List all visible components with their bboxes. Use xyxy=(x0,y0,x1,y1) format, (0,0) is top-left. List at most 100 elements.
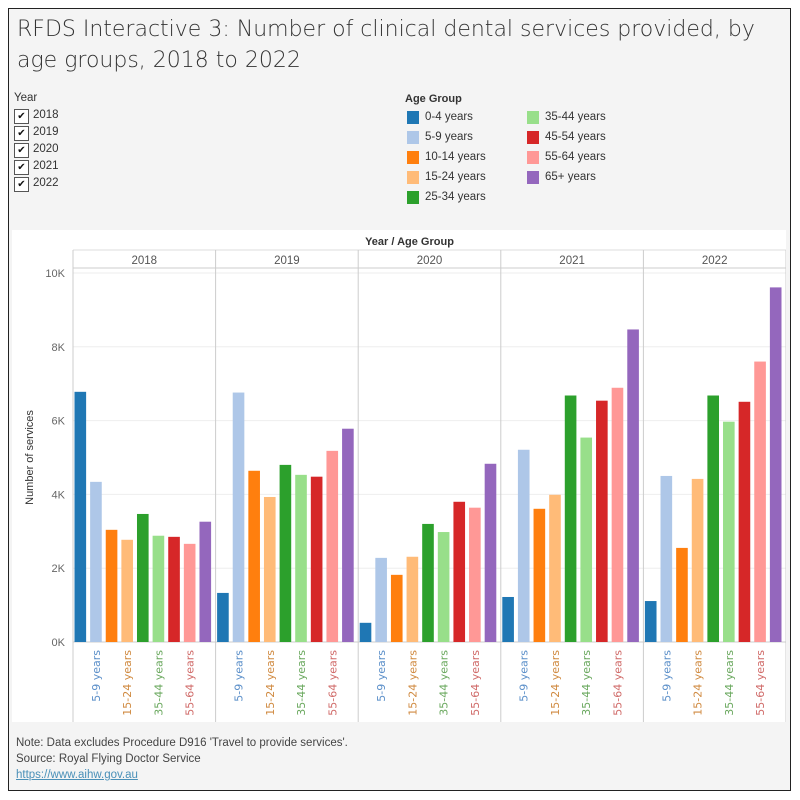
year-label: 2020 xyxy=(33,143,59,155)
x-tick-label: 15-24 years xyxy=(406,650,419,716)
year-checkbox-2022[interactable]: ✔ xyxy=(14,177,29,192)
year-checkbox-2020[interactable]: ✔ xyxy=(14,143,29,158)
x-tick-label: 35-44 years xyxy=(580,650,593,716)
bar-2020-10-14-years xyxy=(390,574,403,642)
x-tick-label: 55-64 years xyxy=(469,650,482,716)
bar-2019-45-54-years xyxy=(310,476,323,642)
bar-2021-55-64-years xyxy=(611,387,624,642)
year-checkbox-2021[interactable]: ✔ xyxy=(14,160,29,175)
x-tick-label: 15-24 years xyxy=(692,650,705,716)
bar-2020-15-24-years xyxy=(406,556,419,642)
chart-panel: Year / Age Group 0K 2K 4K 6K 8K 10K Number of s… xyxy=(12,230,786,722)
legend-swatch[interactable] xyxy=(407,131,419,144)
year-label: 2018 xyxy=(33,109,59,121)
y-tick-label: 2K xyxy=(52,563,66,575)
legend-item-label: 15-24 years xyxy=(425,171,486,183)
legend-swatch[interactable] xyxy=(527,171,539,184)
legend-item-label: 10-14 years xyxy=(425,151,486,163)
bar-2021-5-9-years xyxy=(517,449,530,642)
checkmark-icon: ✔ xyxy=(17,111,26,122)
x-tick-label: 35-44 years xyxy=(152,650,165,716)
year-label: 2021 xyxy=(33,160,59,172)
legend-item-label: 65+ years xyxy=(545,171,596,183)
year-label: 2019 xyxy=(33,126,59,138)
y-tick-label: 0K xyxy=(52,637,66,649)
bar-2021-0-4-years xyxy=(502,596,514,642)
year-filter-title: Year xyxy=(14,92,38,104)
bar-2020-45-54-years xyxy=(453,501,466,642)
bar-2018-55-64-years xyxy=(183,543,196,642)
bar-2018-0-4-years xyxy=(74,391,87,642)
chart-header: Year / Age Group xyxy=(365,236,454,248)
legend-swatch[interactable] xyxy=(527,151,539,164)
bar-2021-10-14-years xyxy=(533,508,546,642)
bar-2019-0-4-years xyxy=(217,592,229,642)
bar-2022-25-34-years xyxy=(707,395,720,642)
legend-item-label: 25-34 years xyxy=(425,191,486,203)
x-tick-label: 55-64 years xyxy=(611,650,624,716)
year-checkbox-2019[interactable]: ✔ xyxy=(14,126,29,141)
checkmark-icon: ✔ xyxy=(17,128,26,139)
y-tick-label: 6K xyxy=(52,416,66,428)
pane-header-2022: 2022 xyxy=(702,255,728,267)
x-tick-label: 35-44 years xyxy=(723,650,736,716)
legend-item-label: 45-54 years xyxy=(545,131,606,143)
bar-chart: Year / Age Group 0K 2K 4K 6K 8K 10K Number of s… xyxy=(24,236,786,722)
checkmark-icon: ✔ xyxy=(17,145,26,156)
bar-2022-5-9-years xyxy=(660,475,673,642)
legend-item-label: 55-64 years xyxy=(545,151,606,163)
pane-header-2019: 2019 xyxy=(274,255,300,267)
pane-header-2021: 2021 xyxy=(559,255,585,267)
bar-2022-15-24-years xyxy=(691,478,704,642)
bar-2021-45-54-years xyxy=(596,400,608,642)
bar-2020-55-64-years xyxy=(469,507,481,642)
legend-swatch[interactable] xyxy=(407,171,419,184)
bar-2022-35-44-years xyxy=(723,421,735,642)
bar-2019-35-44-years xyxy=(295,474,307,642)
x-tick-label: 5-9 years xyxy=(375,650,388,702)
year-checkbox-2018[interactable]: ✔ xyxy=(14,109,29,124)
legend-swatch[interactable] xyxy=(407,151,419,164)
bar-2019-10-14-years xyxy=(248,470,260,642)
bar-2019-65-years xyxy=(342,428,354,642)
x-tick-label: 35-44 years xyxy=(295,650,308,716)
bar-2021-15-24-years xyxy=(549,494,561,642)
bar-2019-5-9-years xyxy=(232,392,245,642)
y-tick-label: 10K xyxy=(45,268,65,280)
bar-2018-35-44-years xyxy=(152,535,165,642)
legend-swatch[interactable] xyxy=(407,111,419,124)
x-tick-label: 15-24 years xyxy=(549,650,562,716)
legend-swatch[interactable] xyxy=(407,191,419,204)
x-tick-label: 55-64 years xyxy=(184,650,197,716)
legend-swatch[interactable] xyxy=(527,111,539,124)
footer-note: Note: Data excludes Procedure D916 'Trav… xyxy=(16,737,348,749)
x-tick-label: 5-9 years xyxy=(518,650,531,702)
bar-2022-65-years xyxy=(769,287,782,642)
x-tick-label: 55-64 years xyxy=(326,650,339,716)
bar-2020-5-9-years xyxy=(375,557,387,642)
bar-2022-0-4-years xyxy=(644,601,657,642)
bar-2018-5-9-years xyxy=(90,481,102,642)
pane-header-2020: 2020 xyxy=(417,255,443,267)
bar-2018-10-14-years xyxy=(105,529,118,642)
legend-item-label: 5-9 years xyxy=(425,131,473,143)
bar-2021-65-years xyxy=(627,329,639,642)
y-tick-label: 4K xyxy=(52,489,66,501)
year-label: 2022 xyxy=(33,177,59,189)
bar-2020-25-34-years xyxy=(422,523,434,642)
y-tick-label: 8K xyxy=(52,342,66,354)
bar-2020-65-years xyxy=(484,463,497,642)
chart-title: RFDS Interactive 3: Number of clinical d… xyxy=(17,17,755,73)
bar-2018-25-34-years xyxy=(136,513,149,642)
y-axis-title: Number of services xyxy=(24,410,36,505)
legend-swatch[interactable] xyxy=(527,131,539,144)
legend-title: Age Group xyxy=(405,93,462,105)
bar-2021-25-34-years xyxy=(564,395,577,642)
x-tick-label: 35-44 years xyxy=(438,650,451,716)
x-tick-label: 5-9 years xyxy=(90,650,103,702)
footer-link[interactable]: https://www.aihw.gov.au xyxy=(16,769,138,781)
bar-2018-65-years xyxy=(199,521,212,642)
bar-2022-55-64-years xyxy=(754,361,766,642)
bar-2020-35-44-years xyxy=(437,532,450,642)
checkmark-icon: ✔ xyxy=(17,162,26,173)
